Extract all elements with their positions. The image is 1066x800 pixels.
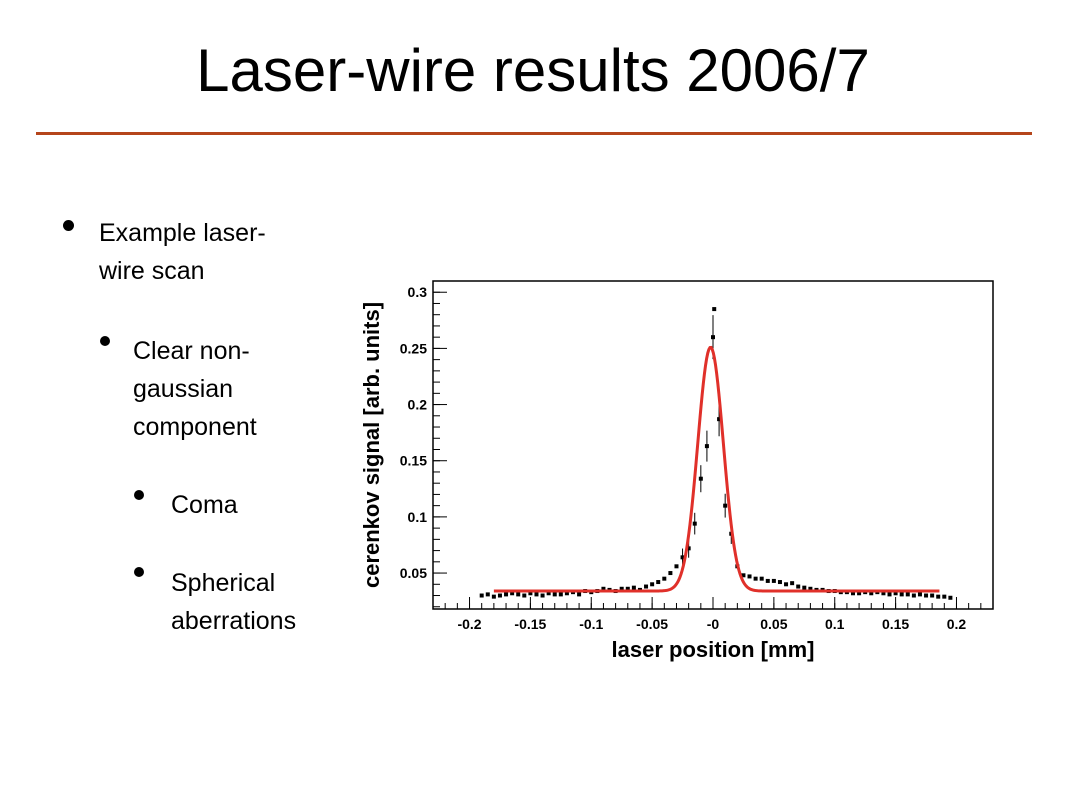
bullet-text: Clear non- gaussian component: [133, 337, 257, 441]
x-tick-label: 0.2: [947, 616, 967, 632]
data-point: [510, 591, 515, 596]
data-point: [601, 586, 606, 591]
title-divider: [36, 132, 1032, 135]
data-point: [528, 591, 533, 596]
y-tick-labels: 0.05 0.1 0.15 0.2 0.25 0.3: [400, 284, 427, 581]
data-point: [771, 578, 776, 583]
data-point: [851, 591, 855, 596]
data-point: [631, 585, 636, 590]
data-point: [893, 591, 898, 596]
x-tick-label: 0.15: [882, 616, 909, 632]
data-point: [917, 592, 922, 597]
gaussian-fit-line: [493, 345, 940, 593]
x-tick-label: 0.1: [825, 616, 845, 632]
x-tick-label: 0.05: [760, 616, 787, 632]
bullet-text: Coma: [171, 491, 238, 519]
data-point: [546, 591, 551, 596]
x-tick-label: -0.05: [636, 616, 668, 632]
data-point: [479, 593, 484, 598]
data-point: [650, 582, 655, 587]
data-point: [899, 592, 904, 597]
x-axis-title: laser position [mm]: [612, 637, 815, 662]
data-point: [777, 580, 782, 585]
scan-chart: 0.05 0.1 0.15 0.2 0.25 0.3 -0.2 -0.15 -0.1 -0.05…: [359, 280, 994, 662]
data-points: [479, 307, 953, 600]
data-point: [857, 591, 862, 596]
data-point: [936, 594, 941, 599]
y-tick-label: 0.2: [408, 397, 428, 413]
slide-title: Laser-wire results 2006/7: [196, 37, 870, 104]
data-point: [540, 593, 545, 598]
data-point: [759, 576, 764, 581]
data-point: [881, 591, 886, 596]
outlier-point: [712, 307, 717, 312]
y-tick-label: 0.25: [400, 340, 427, 356]
data-point: [656, 580, 661, 585]
data-point: [905, 592, 910, 597]
data-point: [534, 592, 539, 597]
x-tick-label: -0.2: [457, 616, 481, 632]
data-point: [552, 592, 557, 597]
data-point: [497, 593, 502, 598]
data-point: [668, 571, 673, 576]
data-point: [558, 592, 563, 597]
x-tick-label: -0.15: [514, 616, 546, 632]
data-point: [516, 592, 521, 597]
data-point: [753, 576, 758, 581]
data-point: [948, 595, 953, 600]
data-point: [887, 592, 892, 597]
x-tick-labels: -0.2 -0.15 -0.1 -0.05 -0 0.05 0.1 0.15 0.2: [457, 616, 966, 632]
data-point: [644, 584, 649, 589]
x-tick-label: -0.1: [579, 616, 603, 632]
data-point: [802, 585, 807, 590]
data-point: [522, 593, 527, 598]
data-point: [577, 592, 582, 597]
data-point: [662, 576, 667, 581]
bullet-text: Spherical aberrations: [171, 569, 297, 635]
data-point: [625, 586, 630, 591]
data-point: [485, 592, 490, 597]
data-point: [911, 593, 916, 598]
tick-marks: [433, 291, 982, 609]
data-point: [491, 594, 496, 599]
bullet-dot-icon: [63, 220, 74, 231]
data-point: [747, 574, 752, 579]
bullet-text: Example laser- wire scan: [99, 219, 266, 285]
data-point: [784, 582, 789, 587]
data-point: [619, 586, 624, 591]
data-point: [674, 564, 679, 569]
bullet-dot-icon: [134, 490, 144, 500]
data-point: [741, 573, 746, 578]
data-point: [924, 593, 929, 598]
data-point: [790, 581, 795, 586]
bullet-dot-icon: [134, 567, 144, 577]
data-point: [564, 591, 569, 596]
data-point: [869, 591, 874, 596]
y-tick-label: 0.05: [400, 565, 427, 581]
bullet-dot-icon: [100, 336, 110, 346]
data-point: [942, 594, 947, 599]
data-point: [796, 584, 801, 589]
data-point: [808, 586, 813, 591]
y-axis-title: cerenkov signal [arb. units]: [359, 302, 384, 588]
y-tick-label: 0.3: [408, 284, 428, 300]
y-tick-label: 0.1: [408, 509, 428, 525]
data-point: [765, 578, 770, 583]
x-tick-label: -0: [707, 616, 720, 632]
data-point: [504, 592, 509, 597]
y-tick-label: 0.15: [400, 453, 427, 469]
data-point: [930, 593, 935, 598]
